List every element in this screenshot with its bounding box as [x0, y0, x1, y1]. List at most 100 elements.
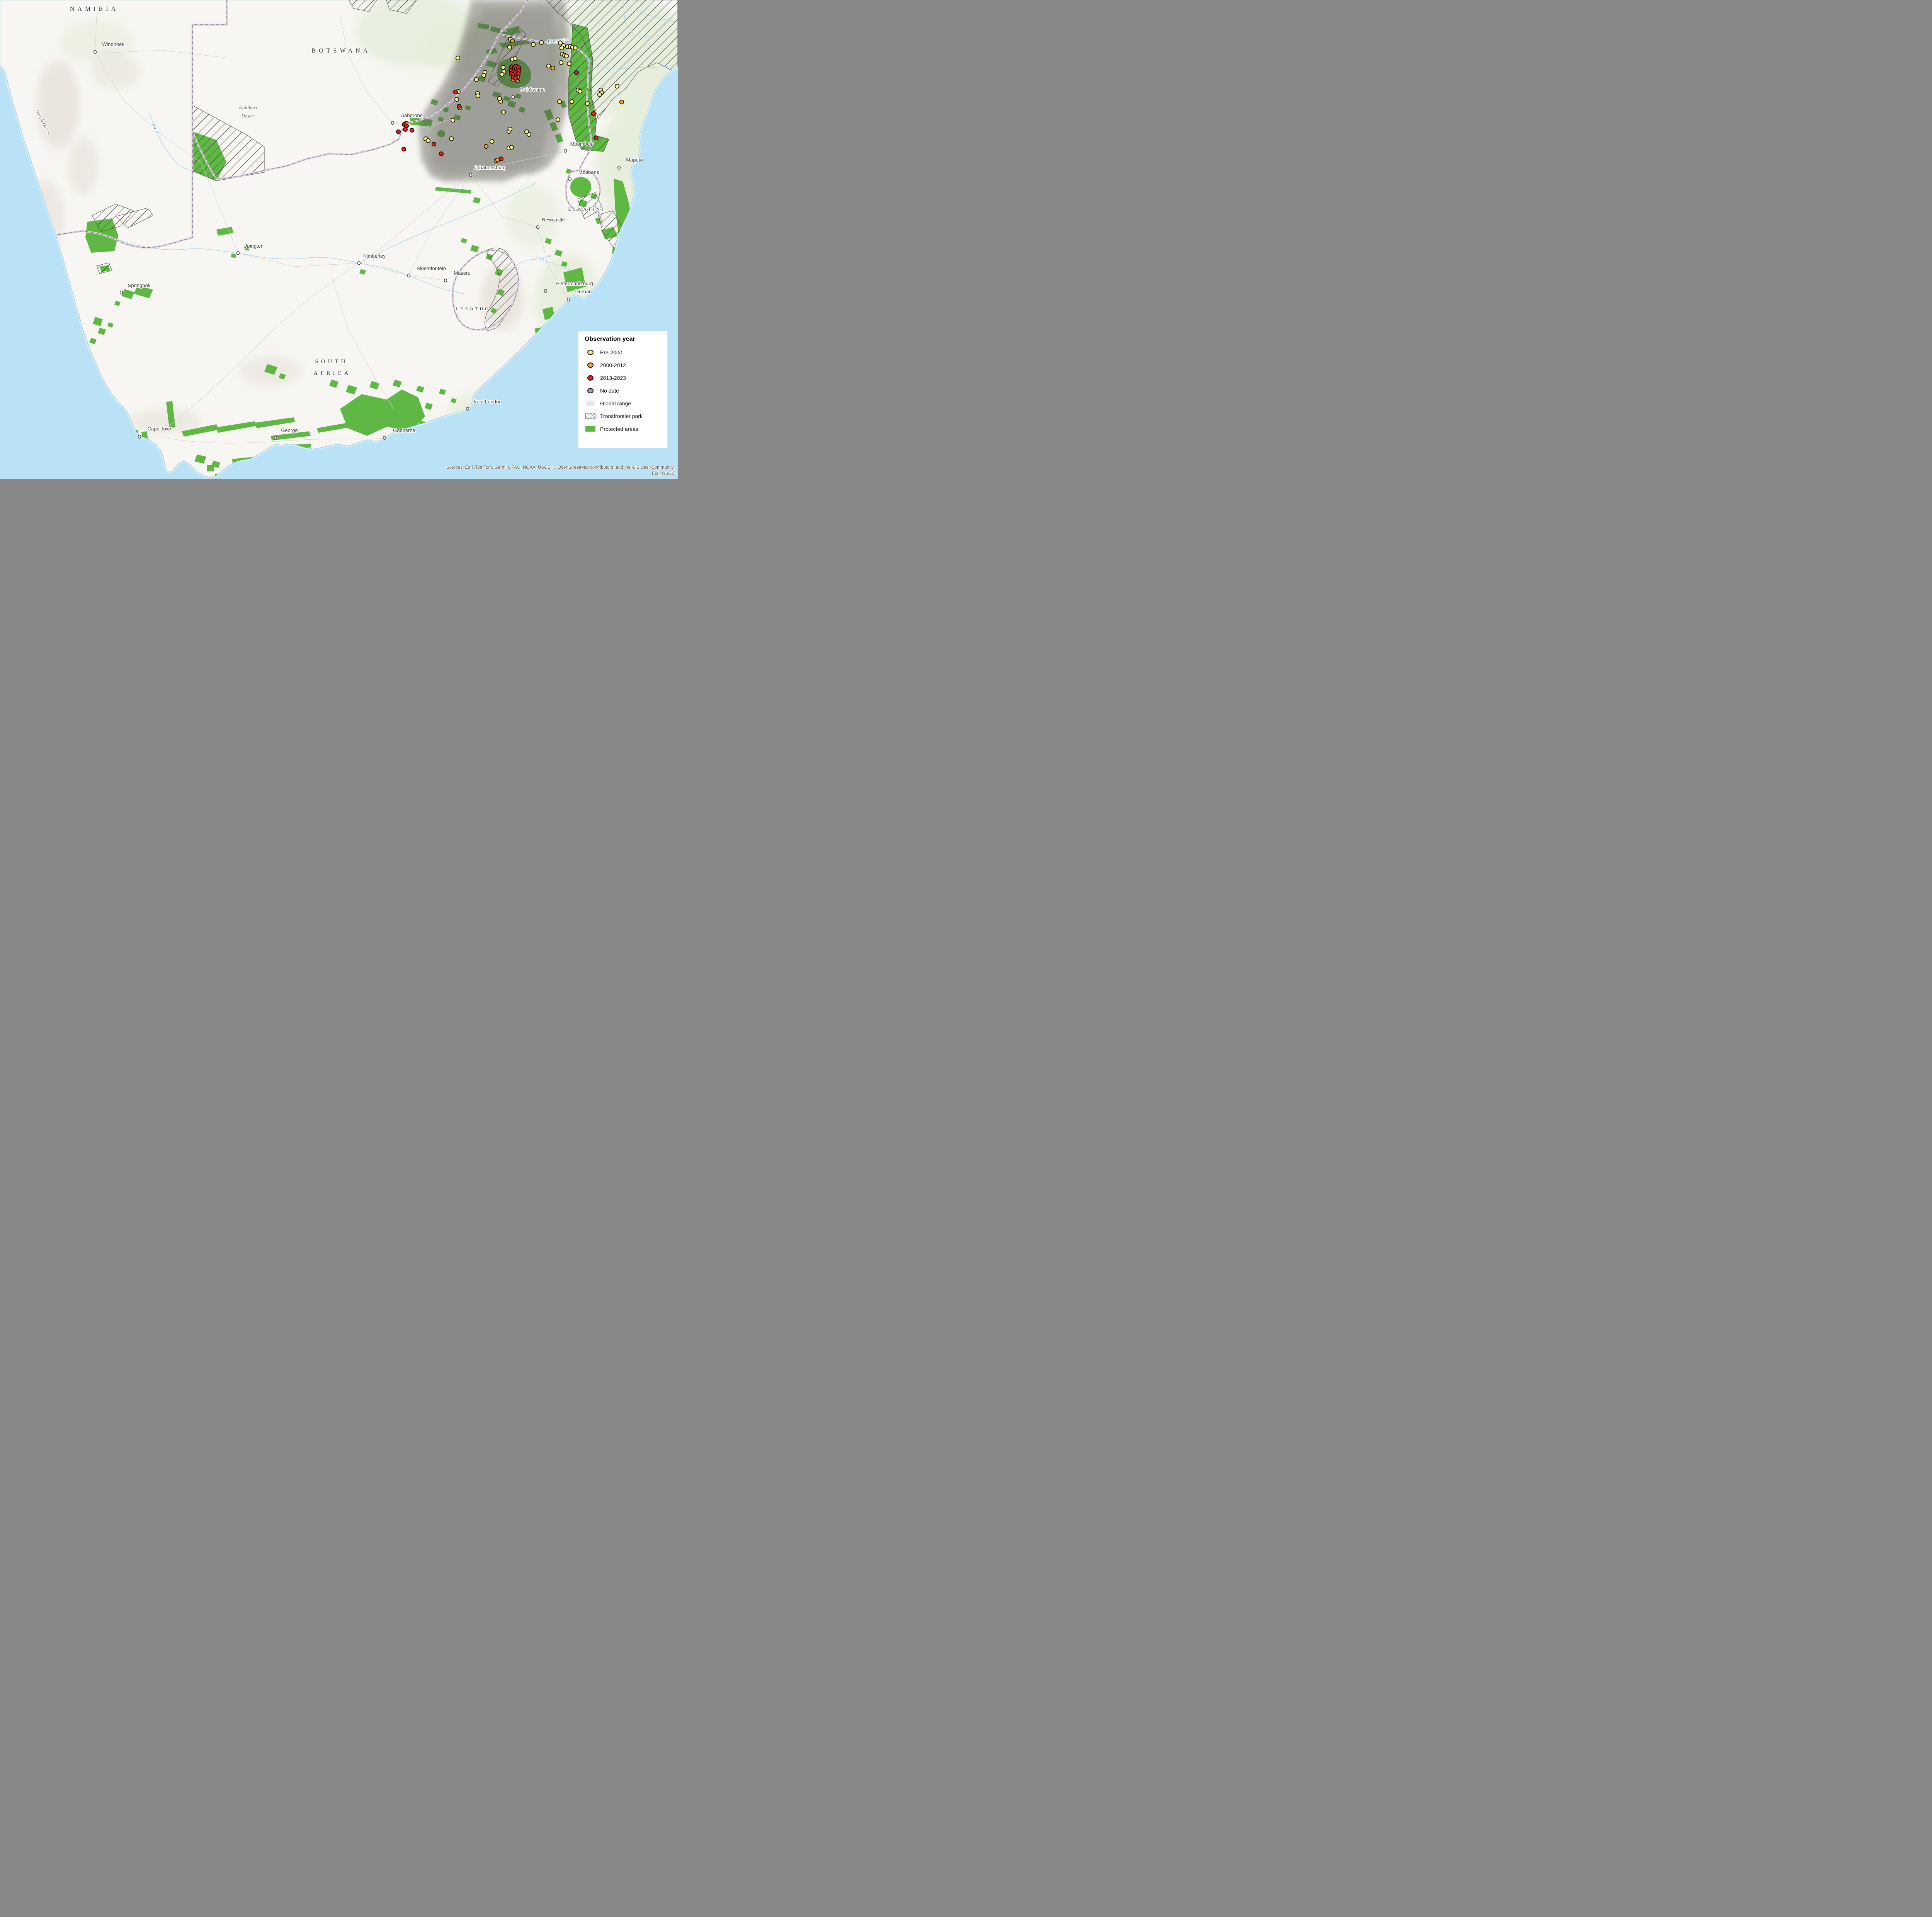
observation-point-pre-2000[interactable] [499, 71, 505, 77]
protected-area [317, 423, 349, 433]
observation-point-pre-2000[interactable] [555, 117, 561, 122]
observation-point-pre-2000[interactable] [450, 117, 456, 123]
observation-point-pre-2000[interactable] [425, 138, 431, 143]
observation-point-2013-2023[interactable] [409, 128, 415, 133]
city-dot [93, 50, 97, 54]
city-dot [511, 95, 515, 99]
observation-point-pre-2000[interactable] [577, 88, 583, 94]
city-label: Newcastle [542, 217, 565, 223]
transfrontier-park-outline [577, 192, 603, 219]
protected-area [231, 253, 236, 258]
legend-item-label: Protected areas [600, 425, 638, 432]
legend-item-2000-2012: 2000-2012 [585, 359, 662, 371]
observation-point-pre-2000[interactable] [454, 97, 459, 102]
observation-point-pre-2000[interactable] [585, 101, 590, 106]
observation-point-pre-2000[interactable] [497, 96, 502, 101]
observation-point-2013-2023[interactable] [515, 71, 521, 77]
observation-point-pre-2000[interactable] [539, 40, 544, 45]
observation-point-2013-2023[interactable] [498, 156, 504, 162]
observation-point-2013-2023[interactable] [574, 70, 579, 75]
observation-point-pre-2000[interactable] [501, 109, 506, 115]
protected-area [279, 373, 286, 379]
border-dash [192, 0, 227, 238]
observation-point-pre-2000[interactable] [564, 53, 569, 59]
legend-swatch-icon [585, 362, 596, 368]
observation-point-pre-2000[interactable] [569, 99, 575, 104]
protected-area [473, 197, 481, 204]
observation-point-2013-2023[interactable] [403, 127, 408, 132]
observation-point-pre-2000[interactable] [474, 77, 479, 82]
observation-point-pre-2000[interactable] [558, 60, 564, 65]
observation-point-pre-2000[interactable] [455, 55, 461, 61]
legend-item-label: 2013-2023 [600, 374, 626, 381]
observation-point-2000-2012[interactable] [483, 144, 489, 149]
map-canvas[interactable]: Kalahari Desert Namib Desert Limpopo Tugela A… [0, 0, 678, 479]
city-label: Johannesburg [474, 165, 506, 170]
observation-point-pre-2000[interactable] [531, 42, 536, 47]
observation-point-pre-2000[interactable] [489, 139, 495, 144]
protected-area [216, 227, 233, 236]
observation-point-pre-2000[interactable] [509, 145, 514, 150]
observation-point-2000-2012[interactable] [510, 38, 515, 44]
city-label: Maseru [454, 270, 470, 276]
protected-area [114, 301, 121, 306]
observation-point-2000-2012[interactable] [550, 65, 556, 71]
country-label: NAMIBIA [70, 6, 119, 12]
observation-point-2013-2023[interactable] [453, 89, 458, 95]
protected-area [340, 390, 425, 436]
vegetation-tint [60, 21, 133, 64]
physical-label: Kalahari [239, 104, 257, 110]
city-dot [357, 261, 361, 265]
observation-point-pre-2000[interactable] [500, 65, 506, 70]
road [408, 175, 471, 276]
protected-area [98, 328, 106, 335]
city-dot [383, 436, 386, 440]
observation-point-pre-2000[interactable] [449, 136, 454, 141]
border-dash [565, 170, 600, 211]
city-dot [119, 291, 123, 294]
protected-area [216, 421, 257, 433]
observation-point-pre-2000[interactable] [597, 92, 602, 97]
observation-point-pre-2000[interactable] [481, 73, 486, 78]
observation-point-pre-2000[interactable] [546, 63, 551, 69]
observation-point-2013-2023[interactable] [431, 141, 437, 147]
observation-point-pre-2000[interactable] [614, 83, 620, 89]
observation-point-2013-2023[interactable] [456, 104, 462, 109]
city-dot [466, 407, 469, 411]
city-dot [444, 279, 447, 282]
protected-area [451, 398, 457, 403]
observation-points[interactable] [396, 37, 624, 163]
observation-point-2013-2023[interactable] [594, 135, 599, 141]
protected-area [545, 238, 552, 244]
observation-point-pre-2000[interactable] [507, 44, 512, 50]
observation-point-pre-2000[interactable] [507, 126, 513, 132]
road [95, 50, 228, 58]
observation-point-pre-2000[interactable] [526, 132, 532, 137]
observation-point-2013-2023[interactable] [439, 151, 444, 156]
observation-point-2013-2023[interactable] [401, 146, 406, 152]
legend-item-transfrontier-park: Transfrontier park [585, 410, 662, 422]
observation-point-pre-2000[interactable] [475, 93, 481, 99]
observation-point-pre-2000[interactable] [557, 99, 562, 104]
city-label: Bloemfontein [417, 265, 446, 271]
observation-point-pre-2000[interactable] [512, 56, 518, 61]
observation-point-2013-2023[interactable] [513, 75, 519, 81]
legend-item-label: Transfrontier park [600, 413, 643, 419]
cities: Windhoek Gaborone Johannesburg Polokwane Mbo… [93, 41, 643, 440]
observation-point-pre-2000[interactable] [558, 40, 563, 46]
observation-point-2013-2023[interactable] [591, 111, 596, 116]
legend-swatch-icon [585, 375, 596, 381]
observation-point-pre-2000[interactable] [573, 45, 578, 51]
observation-point-2013-2023[interactable] [396, 129, 401, 134]
observation-point-pre-2000[interactable] [559, 45, 565, 51]
observation-point-pre-2000[interactable] [566, 61, 572, 66]
protected-area [561, 261, 568, 267]
legend-item-2013-2023: 2013-2023 [585, 371, 662, 384]
road [470, 151, 566, 172]
protected-area [416, 386, 424, 393]
river [506, 259, 571, 271]
city-label: Springbok [128, 282, 151, 288]
observation-point-2000-2012[interactable] [619, 99, 624, 105]
transfrontier-park-outline [116, 208, 153, 228]
